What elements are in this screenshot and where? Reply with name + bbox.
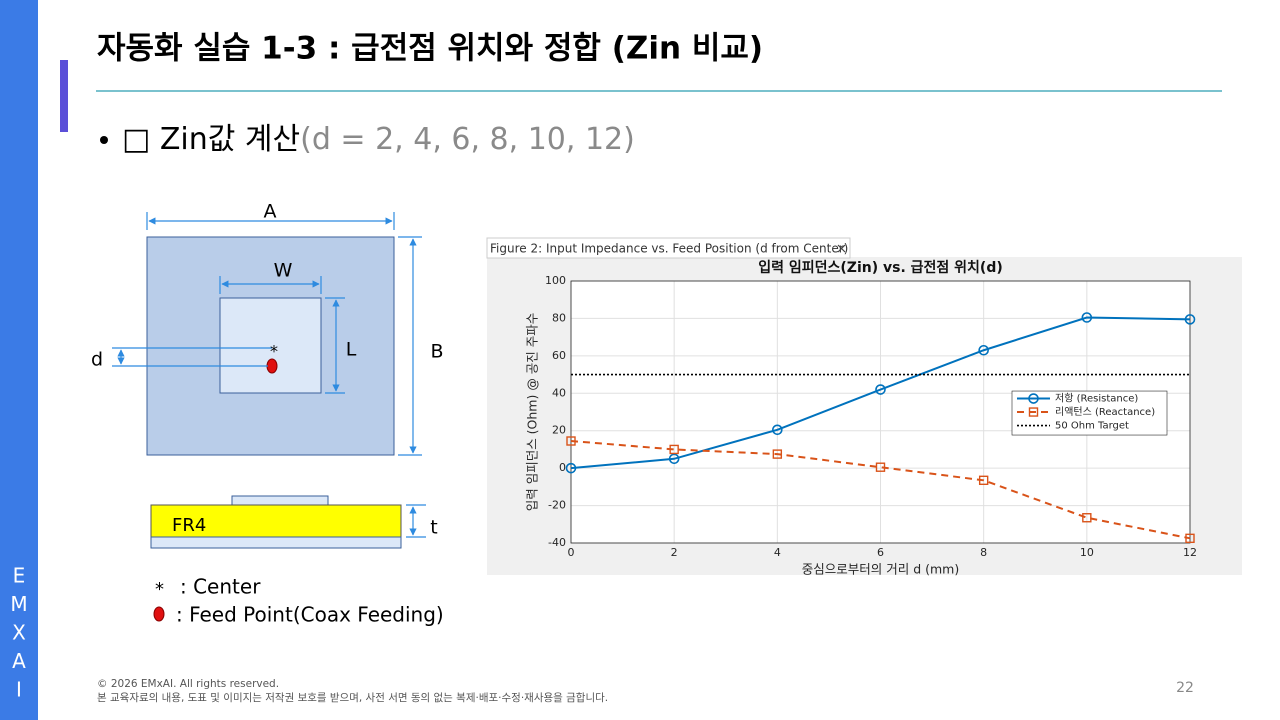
sidebar-letter: X (12, 621, 26, 645)
bullet-note: (d = 2, 4, 6, 8, 10, 12) (300, 122, 635, 157)
series-line (570, 316, 1191, 470)
data-point (772, 424, 783, 436)
legend-center-text: : Center (180, 575, 261, 599)
accent-bar (60, 60, 68, 132)
data-point (978, 344, 989, 356)
label-a: A (264, 201, 277, 223)
sidebar-letter: A (12, 649, 26, 673)
legend-marker (1028, 393, 1039, 404)
bullet-line: □ Zin값 계산(d = 2, 4, 6, 8, 10, 12) (122, 122, 635, 157)
ground-side (150, 536, 402, 549)
y-tick-label: -40 (548, 536, 566, 549)
data-point (1185, 533, 1195, 544)
page-number: 22 (1176, 680, 1194, 696)
y-tick-label: 100 (545, 274, 566, 287)
close-button[interactable] (837, 244, 846, 253)
data-point (566, 436, 576, 446)
label-d: d (91, 349, 103, 371)
data-point (875, 384, 886, 395)
legend-feed-text: : Feed Point(Coax Feeding) (176, 603, 444, 627)
sidebar (0, 0, 38, 720)
feed-point (266, 358, 278, 374)
label-substrate: FR4 (172, 515, 206, 536)
patch-diagram: A W L B d * FR4 t * : Center : Feed Poin… (91, 201, 444, 627)
legend-label: 저항 (Resistance) (1055, 393, 1138, 405)
x-axis-label: 중심으로부터의 거리 d (mm) (802, 562, 959, 577)
y-tick-label: -20 (548, 499, 566, 512)
label-w: W (274, 260, 293, 282)
figure-window-title: Figure 2: Input Impedance vs. Feed Posit… (490, 242, 848, 256)
data-point (669, 444, 679, 455)
legend-feed-symbol (153, 606, 165, 622)
data-point (1081, 312, 1093, 323)
patch (219, 297, 322, 394)
y-tick-label: 60 (552, 349, 566, 362)
x-tick-label: 2 (671, 546, 678, 559)
figure-tab[interactable] (486, 237, 851, 259)
x-tick-label: 12 (1183, 546, 1197, 559)
x-tick-label: 4 (774, 546, 781, 559)
y-tick-label: 40 (552, 386, 566, 399)
legend-center-symbol: * (155, 579, 164, 600)
chart-title: 입력 임피던스(Zin) vs. 급전점 위치(d) (758, 259, 1003, 276)
patch-side (231, 495, 329, 506)
data-point (978, 475, 989, 486)
substrate (150, 504, 402, 538)
data-point (565, 462, 577, 474)
data-point (875, 462, 886, 472)
center-mark: * (270, 342, 278, 361)
sidebar-letter: E (13, 564, 26, 588)
data-point (668, 453, 680, 465)
x-tick-label: 10 (1080, 546, 1094, 559)
legend-marker (1028, 407, 1039, 417)
x-tick-label: 8 (980, 546, 987, 559)
data-point (772, 449, 783, 459)
legend-label: 리액턴스 (Reactance) (1055, 406, 1155, 418)
y-tick-label: 20 (552, 424, 566, 437)
label-l: L (346, 339, 357, 361)
bullet-dot (100, 136, 108, 144)
chart: -40 -20 0 20 40 60 80 100 0 2 4 6 8 10 12 입력 임피던스(Zin) … (525, 259, 1198, 577)
sidebar-letter: I (16, 678, 22, 702)
data-point (1082, 513, 1092, 523)
legend-label: 50 Ohm Target (1055, 421, 1129, 432)
sidebar-letter: M (10, 592, 27, 616)
footer-notice: 본 교육자료의 내용, 도표 및 이미지는 저작권 보호를 받으며, 사전 서면… (97, 691, 608, 704)
axes-box (570, 280, 1191, 544)
label-b: B (430, 341, 443, 363)
y-tick-label: 80 (552, 311, 566, 324)
bullet-text: □ Zin값 계산 (122, 122, 300, 157)
footer-copyright: © 2026 EMxAI. All rights reserved. (97, 678, 279, 690)
label-t: t (430, 517, 437, 539)
slide-title: 자동화 실습 1-3 : 급전점 위치와 정합 (Zin 비교) (97, 31, 763, 67)
data-point (1184, 314, 1196, 325)
y-axis-label: 입력 임피던스 (Ohm) @ 공진 주파수 (525, 313, 540, 512)
x-tick-label: 0 (568, 546, 575, 559)
x-tick-label: 6 (877, 546, 884, 559)
y-tick-label: 0 (559, 461, 566, 474)
